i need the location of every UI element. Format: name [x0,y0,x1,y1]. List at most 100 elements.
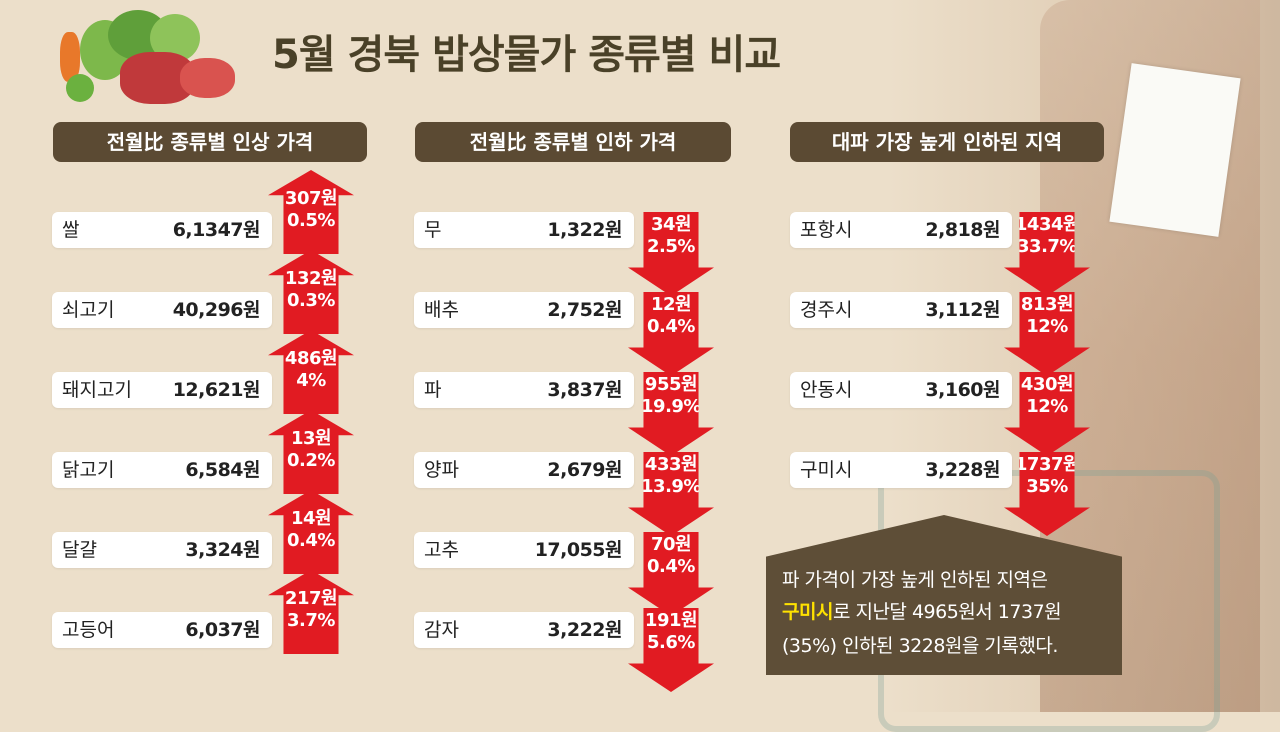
change-amount: 14원 [290,508,332,529]
page-title: 5월 경북 밥상물가 종류별 비교 [272,32,781,78]
list-item-gyeongju: 경주시 3,112원 [790,292,1012,328]
info-line-1: 파 가격이 가장 높게 인하된 지역은 [782,569,1048,591]
item-name: 양파 [424,459,459,481]
change-amount: 34원 [650,214,692,235]
list-item-pohang: 포항시 2,818원 [790,212,1012,248]
list-item-egg: 달걀 3,324원 [52,532,272,568]
item-name: 돼지고기 [62,379,132,401]
item-price: 3,160원 [925,379,1000,401]
item-name: 배추 [424,299,459,321]
increase-arrow-rice: 307원 0.5% [268,170,354,254]
change-percent: 35% [1026,476,1068,497]
decrease-arrow-radish: 34원 2.5% [628,212,714,296]
change-percent: 2.5% [647,236,695,257]
section-header-increase: 전월比 종류별 인상 가격 [53,122,367,162]
item-price: 3,837원 [547,379,622,401]
item-name: 무 [424,219,442,241]
change-percent: 12% [1026,396,1068,417]
item-name: 감자 [424,619,459,641]
item-name: 쌀 [62,219,80,241]
item-name: 닭고기 [62,459,115,481]
item-price: 6,1347원 [172,219,261,241]
change-percent: 33.7% [1017,236,1077,257]
change-percent: 19.9% [641,396,701,417]
item-name: 고추 [424,539,459,561]
change-amount: 1737원 [1014,454,1080,475]
change-amount: 955원 [644,374,698,395]
item-name: 달걀 [62,539,97,561]
item-price: 12,621원 [172,379,261,401]
decrease-arrow-cabbage: 12원 0.4% [628,292,714,376]
list-item-gumi: 구미시 3,228원 [790,452,1012,488]
carrot-icon [60,32,80,82]
change-percent: 13.9% [641,476,701,497]
change-amount: 132원 [284,268,338,289]
info-highlight-city: 구미시 [782,601,833,623]
shopping-receipt-image [1109,63,1241,237]
increase-arrow-egg: 14원 0.4% [268,490,354,574]
info-line-2: 구미시로 지난달 4965원서 1737원 [782,599,1062,625]
list-item-onion: 양파 2,679원 [414,452,634,488]
change-percent: 4% [296,370,326,391]
change-amount: 307원 [284,188,338,209]
section-header-decrease: 전월比 종류별 인하 가격 [415,122,731,162]
list-item-green-onion: 파 3,837원 [414,372,634,408]
item-name: 고등어 [62,619,115,641]
change-percent: 0.5% [287,210,335,231]
list-item-mackerel: 고등어 6,037원 [52,612,272,648]
item-price: 3,222원 [547,619,622,641]
change-percent: 5.6% [647,632,695,653]
item-price: 40,296원 [172,299,261,321]
change-amount: 1434원 [1014,214,1080,235]
info-line-2-text: 로 지난달 4965원서 1737원 [832,601,1062,623]
increase-arrow-chicken: 13원 0.2% [268,410,354,494]
decrease-arrow-potato: 191원 5.6% [628,608,714,692]
item-price: 3,228원 [925,459,1000,481]
item-name: 경주시 [800,299,853,321]
item-name: 안동시 [800,379,853,401]
change-amount: 486원 [284,348,338,369]
list-item-andong: 안동시 3,160원 [790,372,1012,408]
item-price: 2,752원 [547,299,622,321]
list-item-radish: 무 1,322원 [414,212,634,248]
change-percent: 0.4% [647,556,695,577]
list-item-pork: 돼지고기 12,621원 [52,372,272,408]
change-amount: 12원 [650,294,692,315]
apple-icon [66,74,94,102]
increase-arrow-beef: 132원 0.3% [268,250,354,334]
change-percent: 0.3% [287,290,335,311]
change-percent: 0.4% [647,316,695,337]
change-percent: 3.7% [287,610,335,631]
item-price: 3,324원 [185,539,260,561]
change-amount: 217원 [284,588,338,609]
decrease-arrow-pepper: 70원 0.4% [628,532,714,616]
change-amount: 433원 [644,454,698,475]
sausage-icon [180,58,235,98]
increase-arrow-mackerel: 217원 3.7% [268,570,354,654]
change-percent: 12% [1026,316,1068,337]
change-amount: 430원 [1020,374,1074,395]
list-item-pepper: 고추 17,055원 [414,532,634,568]
item-name: 쇠고기 [62,299,115,321]
list-item-beef: 쇠고기 40,296원 [52,292,272,328]
item-price: 1,322원 [547,219,622,241]
decrease-arrow-green-onion: 955원 19.9% [628,372,714,456]
decrease-arrow-onion: 433원 13.9% [628,452,714,536]
change-amount: 191원 [644,610,698,631]
change-percent: 0.4% [287,530,335,551]
item-price: 2,679원 [547,459,622,481]
item-price: 6,584원 [185,459,260,481]
item-price: 2,818원 [925,219,1000,241]
section-header-region: 대파 가장 높게 인하된 지역 [790,122,1104,162]
list-item-cabbage: 배추 2,752원 [414,292,634,328]
item-price: 6,037원 [185,619,260,641]
list-item-chicken: 닭고기 6,584원 [52,452,272,488]
increase-arrow-pork: 486원 4% [268,330,354,414]
item-name: 포항시 [800,219,853,241]
item-name: 파 [424,379,442,401]
change-percent: 0.2% [287,450,335,471]
info-line-3: (35%) 인하된 3228원을 기록했다. [782,635,1058,657]
item-name: 구미시 [800,459,853,481]
list-item-rice: 쌀 6,1347원 [52,212,272,248]
item-price: 17,055원 [534,539,623,561]
